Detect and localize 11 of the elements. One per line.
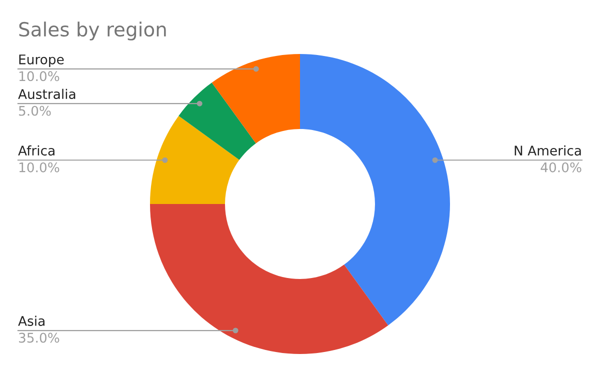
slice-label: Africa (18, 145, 54, 156)
data-label: 5.0% (19, 106, 51, 116)
slice-label: Australia (18, 88, 76, 100)
data-label: 35.0% (19, 332, 60, 343)
slice-label: Europe (19, 54, 64, 67)
slice-label: Asia (18, 316, 44, 326)
data-label: 10.0% (19, 162, 60, 172)
chart-title: Sales by region (19, 22, 166, 40)
data-label: 40.0% (540, 162, 582, 172)
slice-label: N America (514, 145, 581, 156)
data-label: 10.0% (19, 71, 60, 82)
